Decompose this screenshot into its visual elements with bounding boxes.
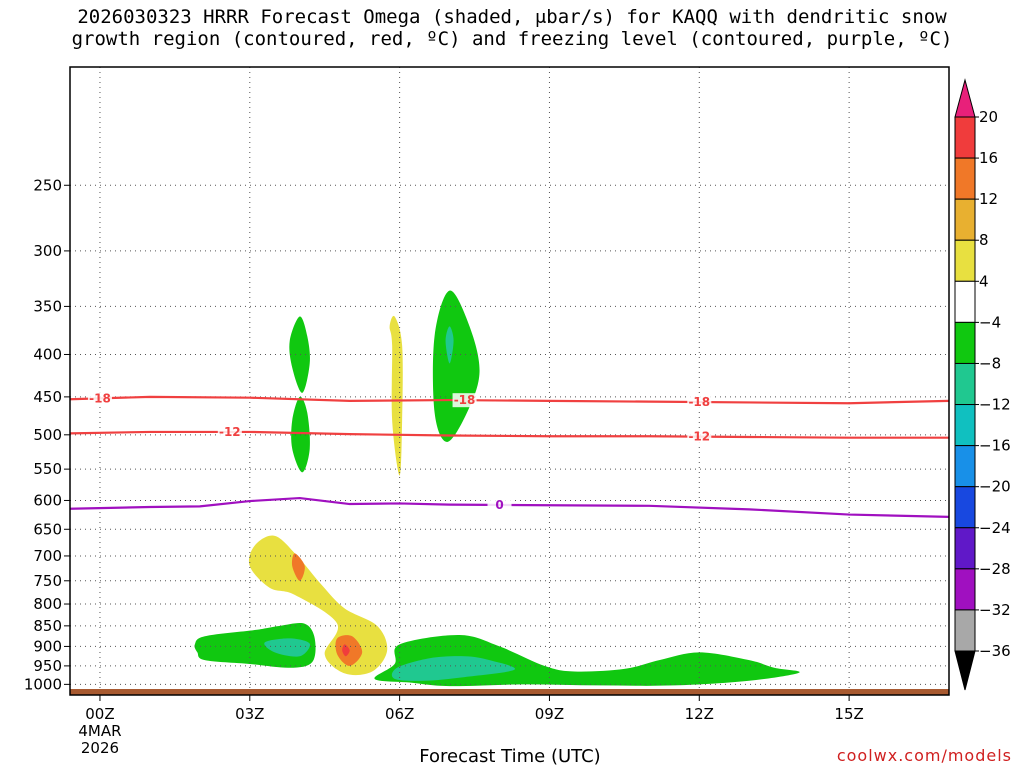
x-tick-label-00Z: 00Z: [85, 705, 114, 723]
colorbar-label-1: 16: [979, 149, 998, 167]
omega-region-10: [264, 638, 311, 657]
contour-label-bg-0-2: [687, 395, 712, 410]
contour-label-2-0: 0: [495, 498, 503, 512]
y-tick-label-550: 550: [33, 460, 62, 478]
plot-background: [70, 67, 949, 695]
omega-region-8: [342, 644, 350, 657]
y-tick-label-900: 900: [33, 637, 62, 655]
colorbar-top-arrow: [954, 78, 976, 118]
chart-title: 2026030323 HRRR Forecast Omega (shaded, …: [71, 6, 953, 50]
y-tick-label-800: 800: [33, 595, 62, 613]
colorbar-box-5: [954, 321, 976, 364]
y-tick-label-1000: 1000: [24, 675, 62, 693]
colorbar-box-0: [954, 116, 976, 159]
contour-label-bg-2-0: [487, 497, 512, 512]
colorbar-box-2: [954, 198, 976, 241]
colorbar-box-10: [954, 527, 976, 570]
colorbar-box-1: [954, 157, 976, 200]
colorbar-bottom-arrow: [954, 650, 976, 691]
colorbar-label-6: −8: [979, 354, 1001, 372]
y-tick-label-500: 500: [33, 426, 62, 444]
y-tick-label-950: 950: [33, 657, 62, 675]
colorbar-box-4: [954, 280, 976, 323]
plot-area: -18 -18 -18 -12 -12 0 250 300 350 400 450 500 550 600…: [24, 66, 950, 757]
y-tick-label-400: 400: [33, 345, 62, 363]
x-date-label-year: 2026: [81, 739, 119, 757]
y-tick-label-350: 350: [33, 297, 62, 315]
omega-region-4: [445, 326, 454, 364]
y-tick-label-300: 300: [33, 242, 62, 260]
y-tick-label-250: 250: [33, 176, 62, 194]
colorbar-box-11: [954, 568, 976, 611]
colorbar: 20 16 12 8 4 −4 −8 −12 −16 −20 −24 −28 −32 −36: [954, 78, 1011, 691]
y-tick-label-600: 600: [33, 491, 62, 509]
colorbar-label-7: −12: [979, 396, 1011, 414]
colorbar-label-12: −32: [979, 601, 1011, 619]
contour-line-0: [69, 395, 950, 405]
colorbar-box-7: [954, 404, 976, 447]
y-tick-label-700: 700: [33, 547, 62, 565]
colorbar-label-10: −24: [979, 519, 1011, 537]
colorbar-label-11: −28: [979, 560, 1011, 578]
omega-region-6: [291, 553, 305, 581]
colorbar-label-2: 12: [979, 190, 998, 208]
contour-label-0-1: -18: [454, 393, 476, 407]
contour-label-bg-1-1: [687, 429, 712, 444]
contour-label-0-0: -18: [89, 391, 111, 405]
colorbar-box-9: [954, 486, 976, 529]
omega-region-12: [391, 656, 516, 681]
omega-region-9: [194, 623, 316, 668]
colorbar-label-8: −16: [979, 437, 1011, 455]
contour-line-1: [69, 430, 949, 439]
contour-label-bg-0-1: [452, 393, 477, 408]
x-axis-label: Forecast Time (UTC): [419, 746, 601, 767]
y-tick-label-750: 750: [33, 572, 62, 590]
colorbar-label-3: 8: [979, 231, 989, 249]
colorbar-label-9: −20: [979, 478, 1011, 496]
colorbar-label-0: 20: [979, 108, 998, 126]
colorbar-box-8: [954, 445, 976, 488]
ground-strip: [70, 689, 949, 695]
y-tick-label-850: 850: [33, 617, 62, 635]
colorbar-box-3: [954, 239, 976, 282]
omega-region-0: [289, 316, 310, 393]
contour-line-2: [69, 496, 950, 518]
x-tick-label-03Z: 03Z: [235, 705, 264, 723]
credit-link[interactable]: coolwx.com/models: [836, 746, 1012, 765]
x-tick-label-15Z: 15Z: [834, 705, 863, 723]
x-tick-label-06Z: 06Z: [385, 705, 414, 723]
plot-frame: [69, 66, 950, 696]
colorbar-box-12: [954, 609, 976, 652]
x-tick-label-09Z: 09Z: [535, 705, 564, 723]
contour-label-bg-1-0: [217, 424, 242, 439]
colorbar-box-6: [954, 362, 976, 406]
contour-label-bg-0-0: [87, 391, 112, 406]
contour-label-1-1: -12: [688, 430, 710, 444]
colorbar-label-5: −4: [979, 313, 1001, 331]
colorbar-label-4: 4: [979, 272, 989, 290]
x-date-label-day: 4MAR: [78, 722, 121, 740]
colorbar-label-13: −36: [979, 642, 1011, 660]
x-tick-label-12Z: 12Z: [685, 705, 714, 723]
contour-label-0-2: -18: [688, 395, 710, 409]
contour-label-1-0: -12: [219, 425, 241, 439]
y-tick-label-650: 650: [33, 520, 62, 538]
y-tick-label-450: 450: [33, 388, 62, 406]
